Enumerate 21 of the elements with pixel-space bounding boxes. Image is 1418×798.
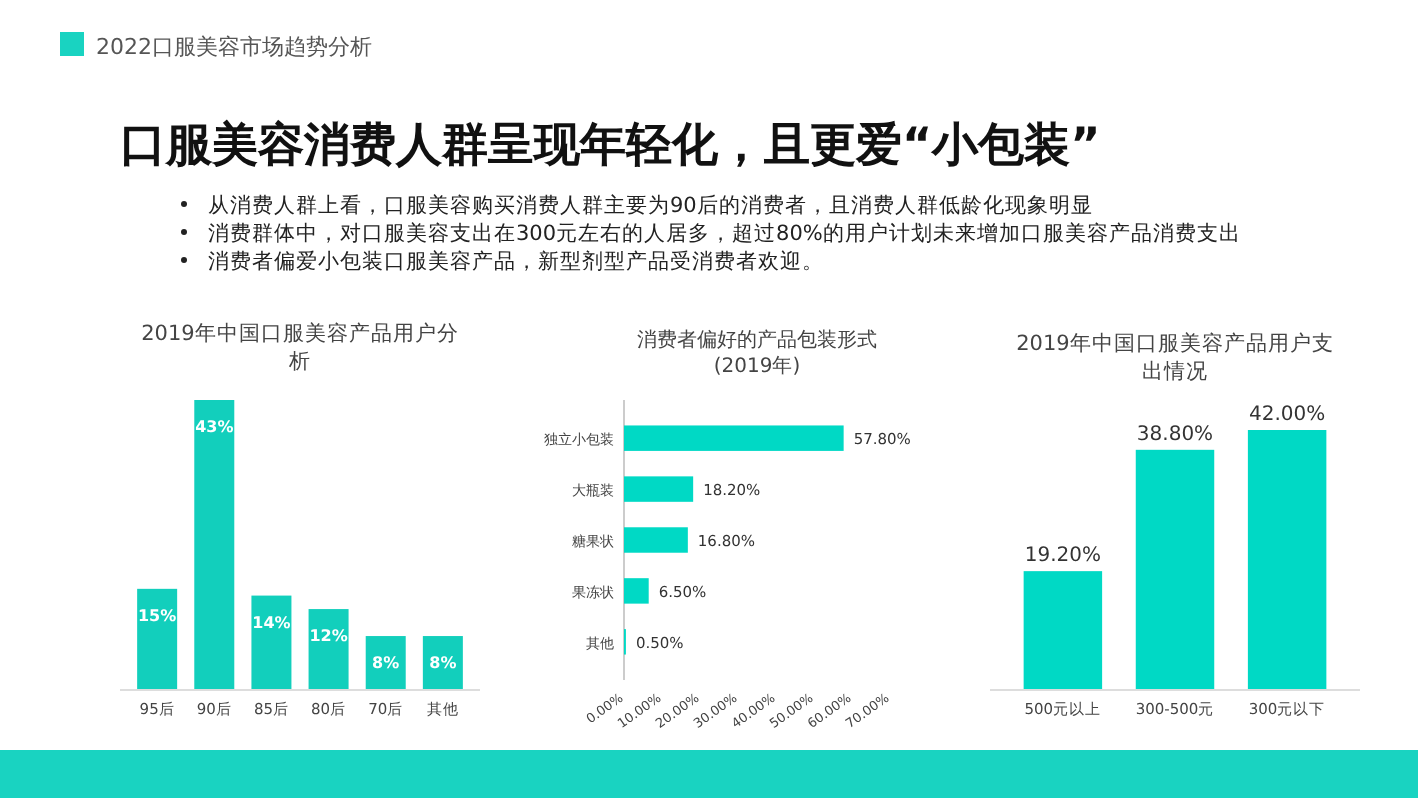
data-label: 14% bbox=[252, 613, 291, 632]
chart-title: 2019年中国口服美容产品用户分析 bbox=[141, 320, 459, 374]
data-label: 15% bbox=[137, 606, 177, 625]
text: 口服美容消费人群呈现年轻化，且更爱“小包装” bbox=[120, 118, 1101, 172]
data-label: 42.00% bbox=[1248, 404, 1326, 426]
bar bbox=[308, 609, 349, 690]
data-label: 8% bbox=[372, 654, 400, 673]
data-label: 12% bbox=[309, 627, 348, 646]
data-label: 43% bbox=[195, 418, 234, 436]
bar bbox=[137, 588, 178, 690]
chart-title: 消费者偏好的产品包装形式(2019年) bbox=[637, 328, 877, 378]
text: 从消费人群上看，口服美容购买消费人群主要为90后的消费者，且消费人群低龄化现象明显 bbox=[208, 192, 1093, 218]
text: 2022口服美容市场趋势分析 bbox=[96, 34, 372, 60]
chart-title: 2019年中国口服美容产品用户支出情况 bbox=[1016, 330, 1334, 384]
data-label: 38.80% bbox=[1136, 423, 1214, 446]
data-label: 19.20% bbox=[1024, 545, 1102, 568]
bar bbox=[251, 595, 292, 690]
text: 消费者偏爱小包装口服美容产品，新型剂型产品受消费者欢迎。 bbox=[208, 248, 824, 274]
data-label: 8% bbox=[429, 654, 457, 673]
bar bbox=[194, 400, 235, 690]
text: 消费群体中，对口服美容支出在300元左右的人居多，超过80%的用户计划未来增加口服美容产品消费支出 bbox=[208, 220, 1241, 246]
